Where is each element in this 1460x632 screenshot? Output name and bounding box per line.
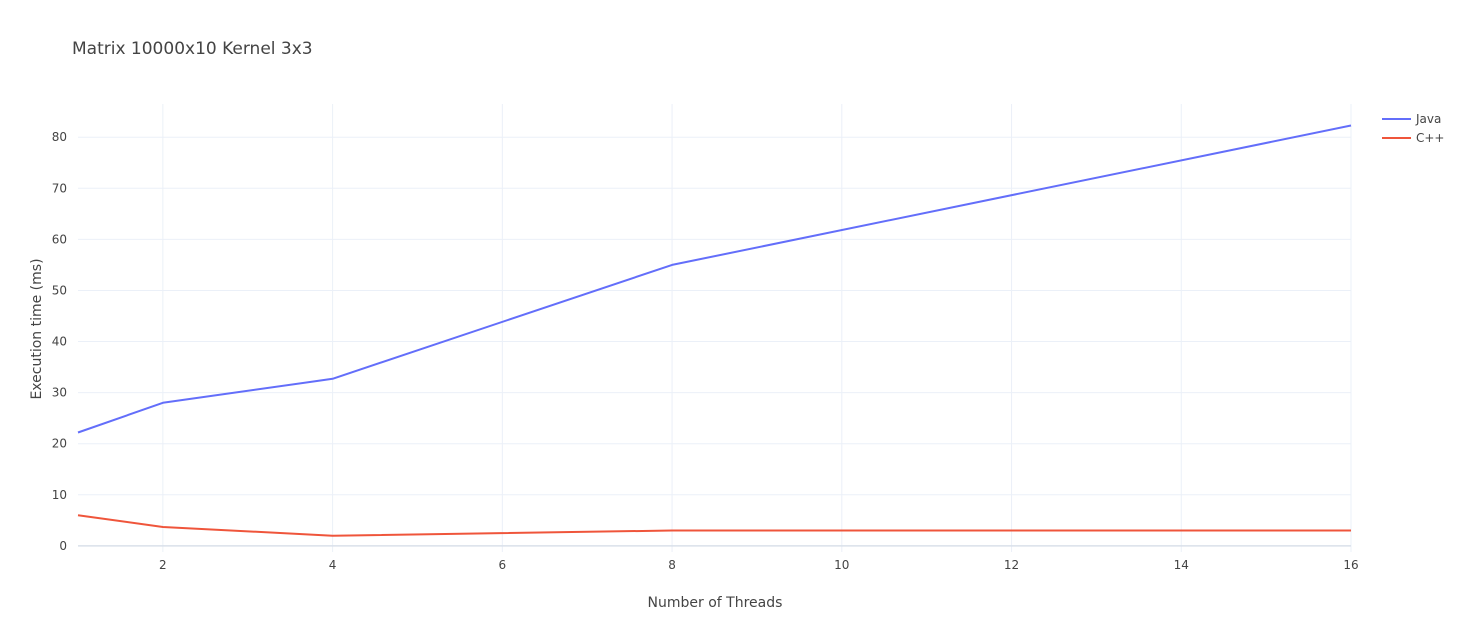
legend-item-java[interactable]: Java [1382,112,1441,126]
x-tick-label: 8 [668,558,676,572]
y-tick-label: 30 [52,386,67,400]
y-tick-label: 0 [59,539,67,553]
tick-labels: 2 4 6 8 10 12 14 16 0 10 20 30 40 50 60 70 80 [52,130,1359,572]
x-tick-label: 4 [329,558,337,572]
y-tick-label: 70 [52,181,67,195]
y-tick-label: 50 [52,283,67,297]
x-tick-label: 2 [159,558,167,572]
legend[interactable]: Java C++ [1382,112,1445,145]
legend-item-c[interactable]: C++ [1382,131,1445,145]
legend-label: Java [1415,112,1441,126]
legend-label: C++ [1416,131,1445,145]
x-axis-title: Number of Threads [648,595,783,611]
y-tick-label: 60 [52,232,67,246]
x-tick-label: 10 [834,558,849,572]
y-axis-title: Execution time (ms) [29,258,45,399]
x-tick-label: 6 [499,558,507,572]
series-line-java[interactable] [77,124,1352,434]
y-tick-label: 80 [52,130,67,144]
y-tick-label: 20 [52,437,67,451]
grid-layer [78,104,1352,552]
x-tick-label: 16 [1343,558,1358,572]
x-tick-label: 14 [1174,558,1189,572]
x-tick-label: 12 [1004,558,1019,572]
series-line-c[interactable] [77,514,1351,537]
series-layer [77,124,1352,537]
y-tick-label: 40 [52,335,67,349]
chart-title: Matrix 10000x10 Kernel 3x3 [72,39,313,59]
y-tick-label: 10 [52,488,67,502]
